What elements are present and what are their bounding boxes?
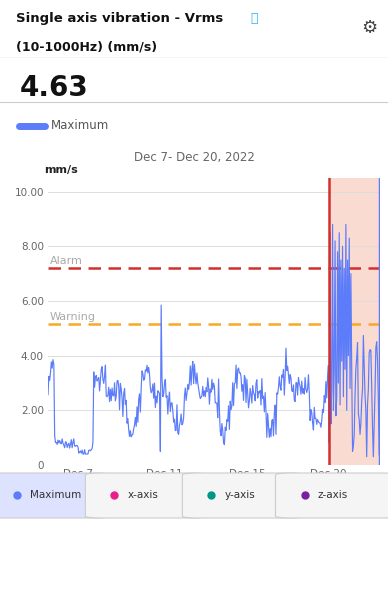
FancyBboxPatch shape (85, 473, 208, 518)
Text: Alarms and warnings  successfully resumed.: Alarms and warnings successfully resumed… (51, 548, 314, 560)
Text: Dec 7- Dec 20, 2022: Dec 7- Dec 20, 2022 (133, 151, 255, 164)
Text: ⓘ: ⓘ (250, 12, 258, 25)
Text: ✕: ✕ (358, 547, 369, 561)
FancyBboxPatch shape (182, 473, 305, 518)
Text: ✓: ✓ (13, 545, 29, 563)
FancyBboxPatch shape (275, 473, 388, 518)
Bar (329, 178, 386, 465)
Text: y-axis: y-axis (224, 490, 255, 500)
Text: x-axis: x-axis (127, 490, 158, 500)
Text: 4.63: 4.63 (19, 74, 88, 101)
Text: Single axis vibration - Vrms: Single axis vibration - Vrms (16, 12, 223, 25)
Text: z-axis: z-axis (317, 490, 348, 500)
Text: mm/s: mm/s (44, 165, 78, 175)
Text: ⚙: ⚙ (361, 18, 377, 37)
Text: Alarm: Alarm (50, 256, 83, 266)
Text: Maximum: Maximum (50, 119, 109, 132)
Text: (10-1000Hz) (mm/s): (10-1000Hz) (mm/s) (16, 41, 157, 54)
Text: Maximum: Maximum (30, 490, 81, 500)
FancyBboxPatch shape (0, 473, 111, 518)
Text: Warning: Warning (50, 312, 96, 322)
